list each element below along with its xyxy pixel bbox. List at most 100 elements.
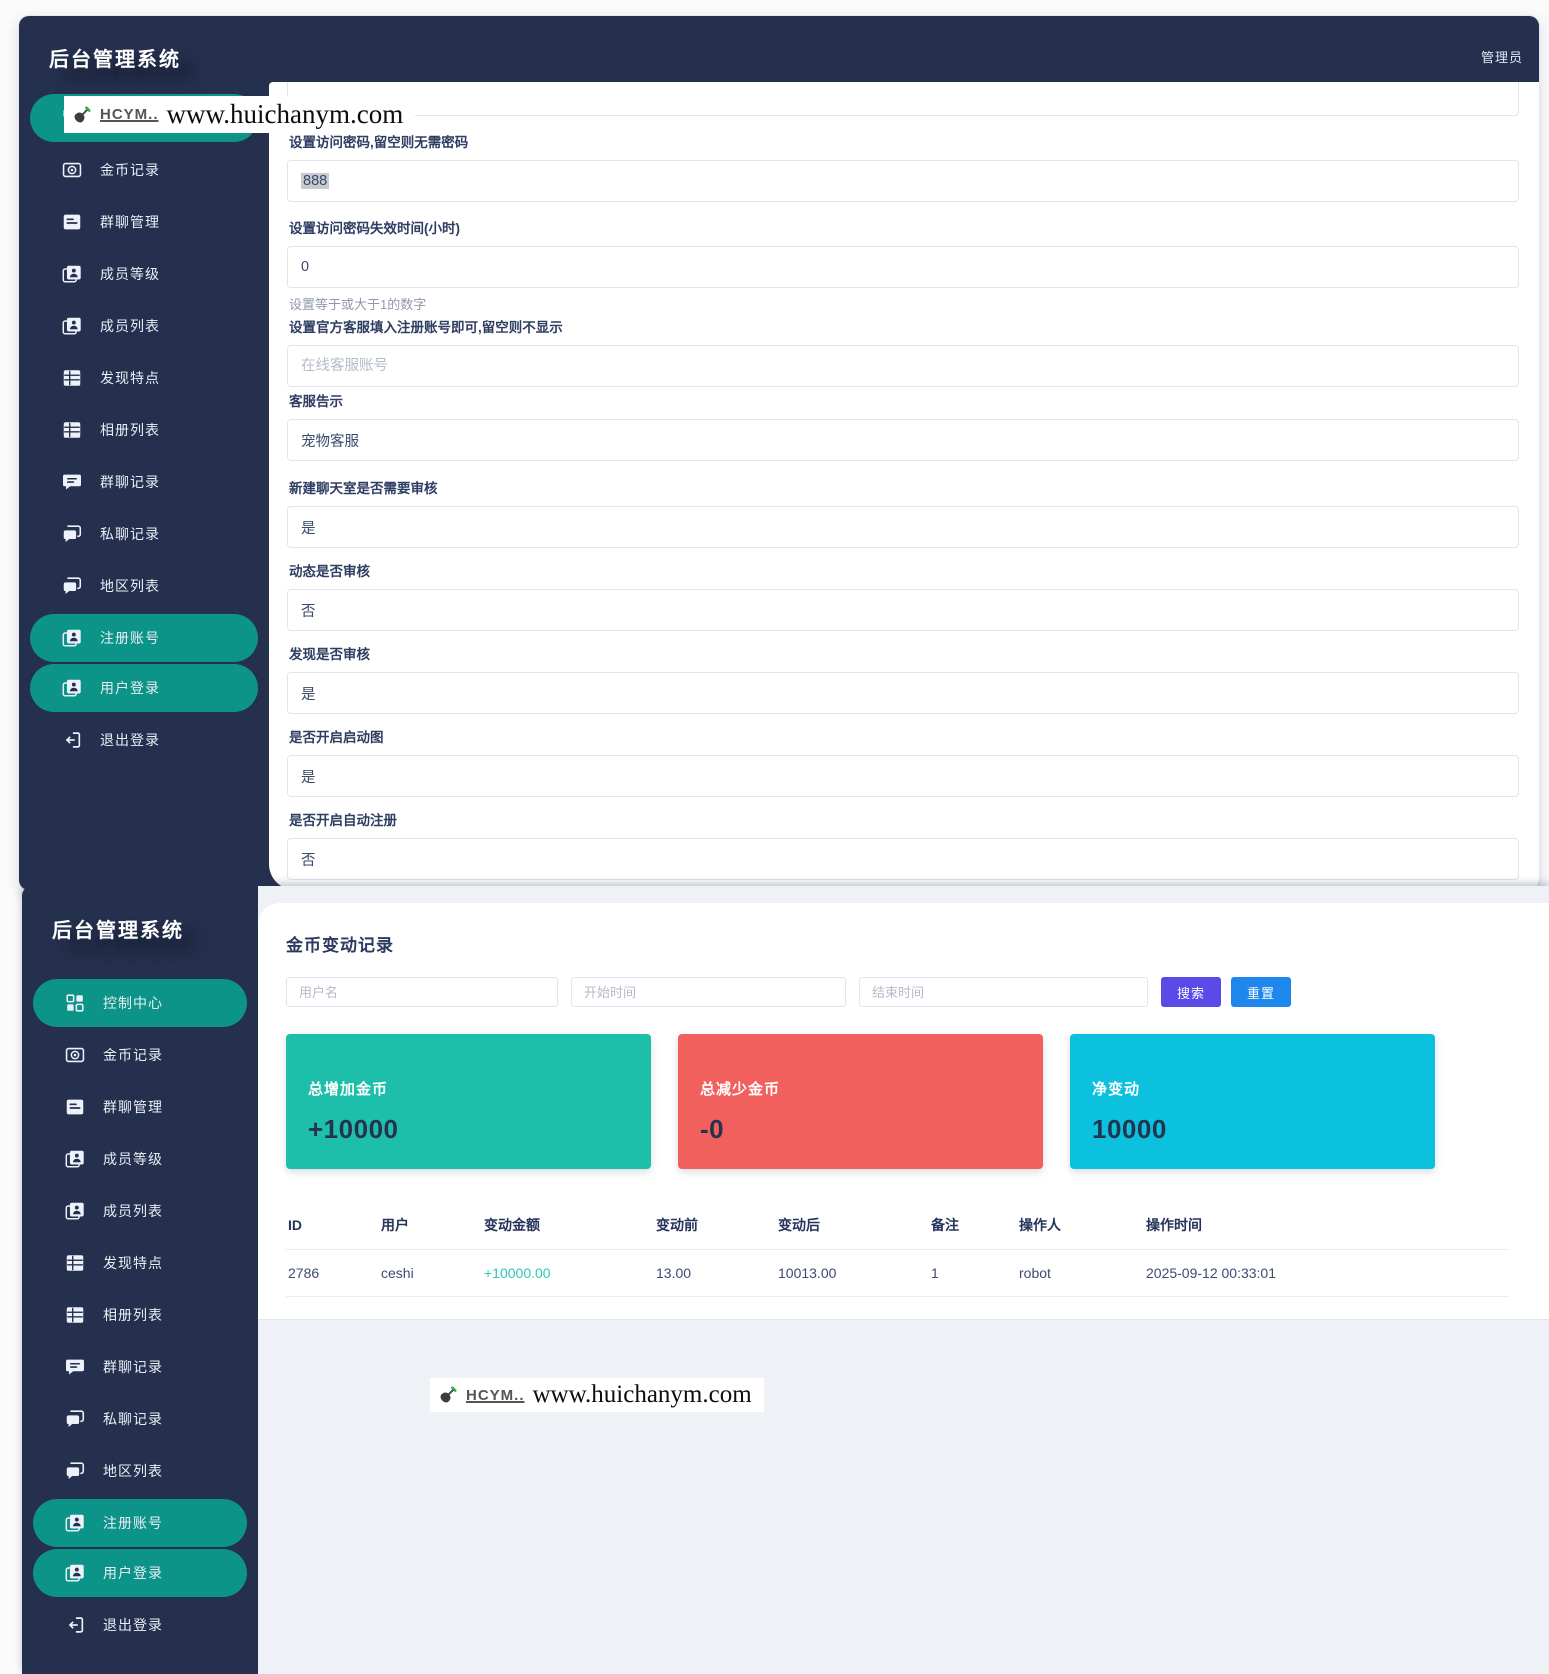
sidebar-item-icon	[64, 1252, 86, 1274]
expire-input[interactable]	[287, 246, 1519, 288]
sidebar-item[interactable]: 成员等级	[19, 248, 269, 300]
sidebar-item-icon	[64, 1148, 86, 1170]
sidebar-nav: 控制中心 金币记录 群聊管理 成员等级 成员列表 发现特点 相册列表 群聊记录 …	[19, 92, 269, 766]
start-time-input[interactable]	[571, 977, 846, 1007]
user-badge[interactable]: 管理员	[1480, 50, 1523, 65]
sidebar-item-label: 注册账号	[100, 630, 160, 646]
watermark-brand: HCYM..	[100, 106, 159, 123]
sidebar-item-label: 地区列表	[100, 578, 160, 594]
sidebar-item[interactable]: 用户登录	[33, 1549, 247, 1597]
moment-audit-select[interactable]: 否	[287, 589, 1519, 631]
sidebar-item[interactable]: 群聊记录	[19, 456, 269, 508]
top-cropped-input[interactable]	[287, 82, 1519, 116]
watermark: HCYM.. www.huichanym.com	[430, 1378, 764, 1412]
sidebar-item-icon	[61, 419, 83, 441]
password-label: 设置访问密码,留空则无需密码	[289, 135, 469, 150]
sidebar-item[interactable]: 发现特点	[19, 352, 269, 404]
sidebar-item[interactable]: 控制中心	[33, 979, 247, 1027]
auto-register-label: 是否开启自动注册	[289, 813, 397, 828]
sidebar-item[interactable]: 私聊记录	[19, 508, 269, 560]
sidebar-item-label: 发现特点	[100, 370, 160, 386]
discover-audit-select[interactable]: 是	[287, 672, 1519, 714]
sidebar-item[interactable]: 相册列表	[19, 404, 269, 456]
moment-audit-label: 动态是否审核	[289, 564, 370, 579]
sidebar-item[interactable]: 群聊管理	[19, 196, 269, 248]
page-title: 金币变动记录	[286, 936, 394, 955]
stat-card-label: 净变动	[1092, 1081, 1141, 1098]
cell-remark: 1	[929, 1249, 1017, 1297]
splash-label: 是否开启启动图	[289, 730, 384, 745]
sidebar-item[interactable]: 成员列表	[19, 300, 269, 352]
auto-register-select[interactable]: 否	[287, 838, 1519, 880]
sidebar-item-label: 群聊记录	[103, 1359, 163, 1375]
sidebar-item-label: 用户登录	[100, 680, 160, 696]
username-input[interactable]	[286, 977, 558, 1007]
sidebar-item-icon	[64, 1044, 86, 1066]
sidebar-item-label: 金币记录	[103, 1047, 163, 1063]
sidebar-item[interactable]: 地区列表	[19, 560, 269, 612]
cell-operator: robot	[1017, 1249, 1144, 1297]
sidebar-item[interactable]: 群聊记录	[22, 1341, 258, 1393]
sidebar-item-icon	[61, 263, 83, 285]
table-header-cell: 变动金额	[482, 1215, 654, 1250]
sidebar-item[interactable]: 退出登录	[22, 1599, 258, 1651]
sidebar-item[interactable]: 私聊记录	[22, 1393, 258, 1445]
sidebar-item[interactable]: 退出登录	[19, 714, 269, 766]
table-header-cell: 操作人	[1017, 1215, 1144, 1250]
watermark-brand: HCYM..	[466, 1386, 525, 1404]
stat-card-label: 总增加金币	[308, 1081, 389, 1098]
sidebar-item[interactable]: 成员等级	[22, 1133, 258, 1185]
records-table: ID 用户 变动金额 变动前 变动后 备注 操作人 操作时间 2786 ceshi +1000…	[286, 1215, 1509, 1297]
room-audit-select[interactable]: 是	[287, 506, 1519, 548]
sidebar-item[interactable]: 成员列表	[22, 1185, 258, 1237]
stat-card: 总增加金币 +10000	[286, 1034, 651, 1169]
sidebar-item-label: 群聊管理	[103, 1099, 163, 1115]
watermark-site: www.huichanym.com	[166, 99, 404, 129]
table-header-cell: 备注	[929, 1215, 1017, 1250]
service-input[interactable]	[287, 345, 1519, 387]
sidebar-item-icon	[64, 1512, 86, 1534]
sidebar-item[interactable]: 群聊管理	[22, 1081, 258, 1133]
sidebar-item[interactable]: 金币记录	[19, 144, 269, 196]
search-button[interactable]: 搜索	[1161, 977, 1222, 1007]
stat-card: 总减少金币 -0	[678, 1034, 1043, 1169]
sidebar-item-icon	[61, 315, 83, 337]
sidebar-item-icon	[64, 1304, 86, 1326]
sidebar-item[interactable]: 相册列表	[22, 1289, 258, 1341]
sidebar-item-label: 地区列表	[103, 1463, 163, 1479]
splash-select[interactable]: 是	[287, 755, 1519, 797]
cell-time: 2025-09-12 00:33:01	[1144, 1249, 1509, 1297]
end-time-input[interactable]	[859, 977, 1148, 1007]
sidebar-item[interactable]: 发现特点	[22, 1237, 258, 1289]
records-card: 金币变动记录 搜索 重置 总增加金币 +10000 总减少金币 -0 净变动 1…	[258, 903, 1549, 1320]
sidebar: 后台管理系统 控制中心 金币记录 群聊管理 成员等级 成员列表 发现特点 相册列…	[22, 886, 258, 1674]
sidebar-item-icon	[61, 211, 83, 233]
records-window: 后台管理系统 控制中心 金币记录 群聊管理 成员等级 成员列表 发现特点 相册列…	[22, 886, 1549, 1674]
sidebar-item-icon	[64, 1200, 86, 1222]
table-row[interactable]: 2786 ceshi +10000.00 13.00 10013.00 1 ro…	[286, 1249, 1509, 1297]
sidebar-item[interactable]: 用户登录	[30, 664, 258, 712]
sidebar-item-icon	[61, 471, 83, 493]
sidebar-item-label: 发现特点	[103, 1255, 163, 1271]
sidebar-nav: 控制中心 金币记录 群聊管理 成员等级 成员列表 发现特点 相册列表 群聊记录 …	[22, 979, 258, 1651]
reset-button[interactable]: 重置	[1231, 977, 1292, 1007]
notice-input[interactable]	[287, 419, 1519, 461]
sidebar-item-icon	[61, 677, 83, 699]
sidebar-item[interactable]: 金币记录	[22, 1029, 258, 1081]
sidebar-item[interactable]: 注册账号	[33, 1499, 247, 1547]
shovel-icon	[438, 1385, 458, 1405]
sidebar-item-label: 私聊记录	[103, 1411, 163, 1427]
sidebar-item-label: 控制中心	[103, 995, 163, 1011]
sidebar-item-label: 退出登录	[103, 1617, 163, 1633]
cell-before: 13.00	[654, 1249, 776, 1297]
table-header-cell: 操作时间	[1144, 1215, 1509, 1250]
sidebar-item[interactable]: 注册账号	[30, 614, 258, 662]
sidebar-item-label: 群聊记录	[100, 474, 160, 490]
sidebar-item-icon	[61, 729, 83, 751]
password-input[interactable]: 888	[287, 160, 1519, 202]
stat-card-label: 总减少金币	[700, 1081, 781, 1098]
cell-amount: +10000.00	[482, 1249, 654, 1297]
sidebar-item-label: 用户登录	[103, 1565, 163, 1581]
room-audit-label: 新建聊天室是否需要审核	[289, 481, 438, 496]
sidebar-item[interactable]: 地区列表	[22, 1445, 258, 1497]
